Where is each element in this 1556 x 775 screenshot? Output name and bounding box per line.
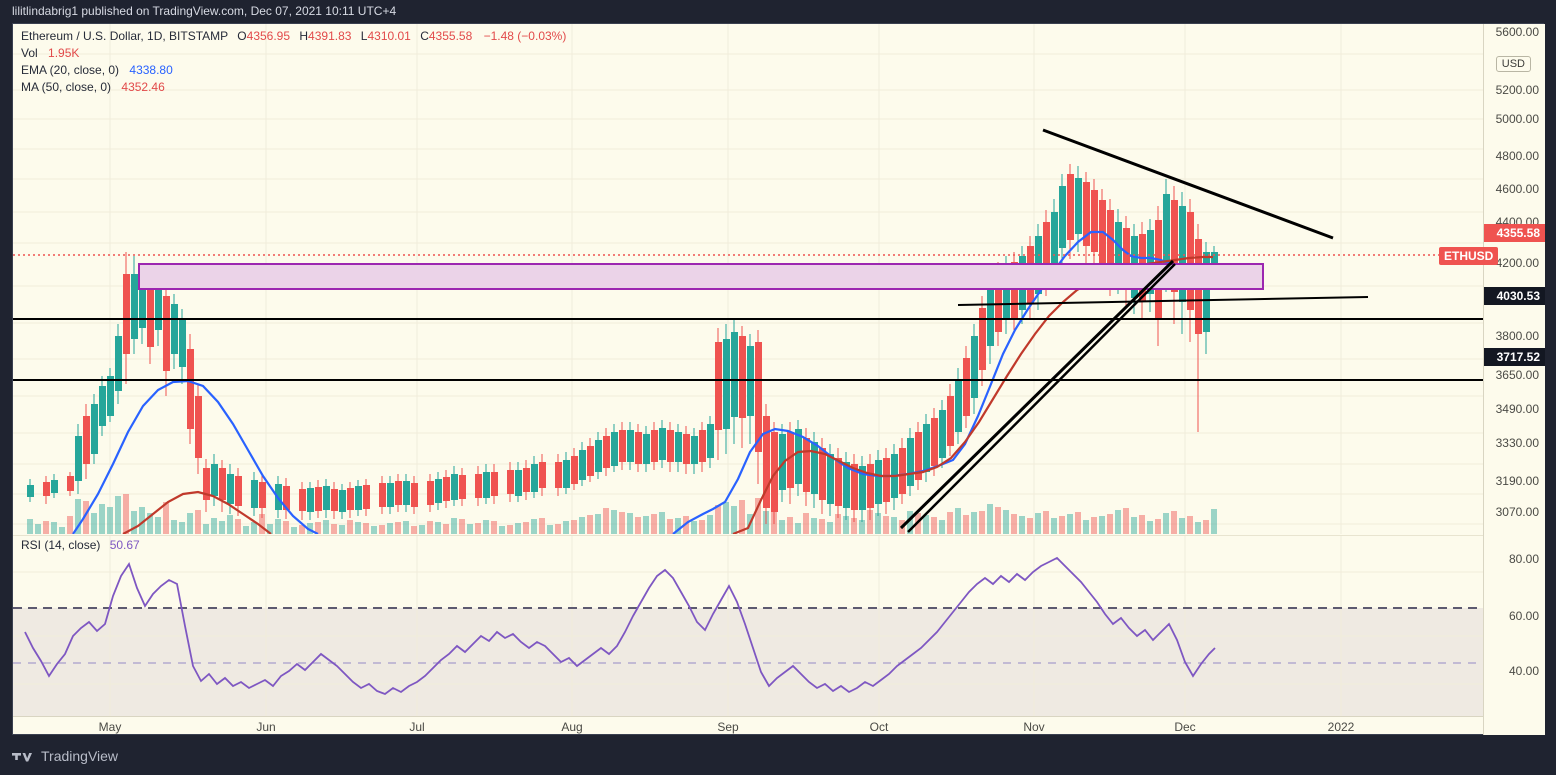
last-price-tag: 4355.58 (1484, 224, 1545, 242)
legend-c-value: 4355.58 (428, 29, 473, 43)
time-label-sep: Sep (717, 720, 739, 734)
time-axis[interactable]: May Jun Jul Aug Sep Oct Nov Dec 2022 (13, 716, 1483, 736)
legend-h-label: H (299, 29, 309, 43)
legend-ema-label[interactable]: EMA (20, close, 0) (21, 63, 120, 77)
legend-row-ohlc: Ethereum / U.S. Dollar, 1D, BITSTAMP O43… (21, 28, 566, 45)
price-tick-3800: 3800.00 (1495, 329, 1539, 343)
legend-h-value: 4391.83 (308, 29, 352, 43)
price-plot-svg (13, 24, 1483, 534)
price-tick-3330: 3330.00 (1495, 436, 1539, 450)
horizontal-gridlines (13, 53, 1483, 525)
rsi-pane[interactable]: RSI (14, close) 50.67 (13, 535, 1483, 716)
legend-o-value: 4356.95 (246, 29, 291, 43)
legend-ma-value: 4352.46 (121, 80, 165, 94)
time-label-dec: Dec (1174, 720, 1196, 734)
minor-resistance-line (957, 296, 1369, 306)
time-label-may: May (98, 720, 122, 734)
legend-change: −1.48 (−0.03%) (483, 29, 567, 43)
legend-o-label: O (237, 29, 247, 43)
rsi-band (13, 608, 1483, 716)
level-tag-4030: 4030.53 (1484, 287, 1545, 305)
publish-info-bar: lilitlindabrig1 published on TradingView… (0, 0, 1556, 23)
legend-c-label: C (420, 29, 429, 43)
price-tick-4800: 4800.00 (1495, 149, 1539, 163)
uptrend-line (899, 259, 1175, 530)
legend-vol-value: 1.95K (48, 46, 80, 60)
price-pane[interactable] (13, 24, 1483, 534)
time-label-oct: Oct (869, 720, 889, 734)
legend-l-value: 4310.01 (367, 29, 411, 43)
price-tick-3650: 3650.00 (1495, 368, 1539, 382)
legend-row-ema: EMA (20, close, 0) 4338.80 (21, 62, 566, 79)
time-label-jul: Jul (409, 720, 425, 734)
ma-50-line-2 (122, 490, 272, 534)
ema-20-line-2 (672, 230, 1210, 534)
price-tick-5200: 5200.00 (1495, 83, 1539, 97)
legend-symbol[interactable]: Ethereum / U.S. Dollar, 1D, BITSTAMP (21, 29, 228, 43)
level-tag-3717: 3717.52 (1484, 348, 1545, 366)
rsi-legend-label: RSI (14, close) (21, 538, 101, 552)
price-tick-3190: 3190.00 (1495, 474, 1539, 488)
price-axis[interactable]: 5600.00 5200.00 5000.00 4800.00 4600.00 … (1483, 24, 1545, 735)
price-tick-4200: 4200.00 (1495, 256, 1539, 270)
time-label-aug: Aug (561, 720, 583, 734)
volume-bars (27, 494, 1217, 534)
legend-ma-label[interactable]: MA (50, close, 0) (21, 80, 112, 94)
chart-frame: RSI (14, close) 50.67 May Jun Jul Aug Se… (12, 23, 1545, 736)
candlestick-series (27, 164, 1218, 524)
tradingview-brand-text: TradingView (41, 748, 119, 764)
legend-row-volume: Vol 1.95K (21, 45, 566, 62)
ascending-support-line (907, 263, 1176, 533)
currency-badge[interactable]: USD (1495, 56, 1531, 72)
legend-l-label: L (360, 29, 368, 43)
downtrend-line (1042, 128, 1334, 240)
price-tick-3490: 3490.00 (1495, 402, 1539, 416)
rsi-tick-60: 60.00 (1508, 609, 1539, 623)
rsi-plot-svg (13, 536, 1483, 716)
tradingview-logo-icon (12, 750, 34, 763)
legend-row-ma: MA (50, close, 0) 4352.46 (21, 79, 566, 96)
chart-legend[interactable]: Ethereum / U.S. Dollar, 1D, BITSTAMP O43… (21, 28, 566, 96)
ema-20-line (72, 379, 319, 534)
rsi-tick-80: 80.00 (1508, 552, 1539, 566)
price-tick-5600: 5600.00 (1495, 25, 1539, 39)
price-tick-4600: 4600.00 (1495, 182, 1539, 196)
legend-vol-label[interactable]: Vol (21, 46, 38, 60)
price-tick-5000: 5000.00 (1495, 112, 1539, 126)
symbol-price-tag: ETHUSD (1439, 247, 1499, 265)
legend-ema-value: 4338.80 (129, 63, 173, 77)
price-tick-3070: 3070.00 (1495, 505, 1539, 519)
rsi-line (24, 556, 1216, 696)
time-label-jun: Jun (256, 720, 276, 734)
time-label-nov: Nov (1023, 720, 1045, 734)
rsi-legend: RSI (14, close) 50.67 (21, 538, 140, 552)
tradingview-footer[interactable]: TradingView (12, 745, 118, 767)
supply-zone-rectangle (138, 263, 1264, 290)
rsi-legend-value: 50.67 (109, 538, 140, 552)
rsi-tick-40: 40.00 (1508, 664, 1539, 678)
time-label-2022: 2022 (1327, 720, 1355, 734)
